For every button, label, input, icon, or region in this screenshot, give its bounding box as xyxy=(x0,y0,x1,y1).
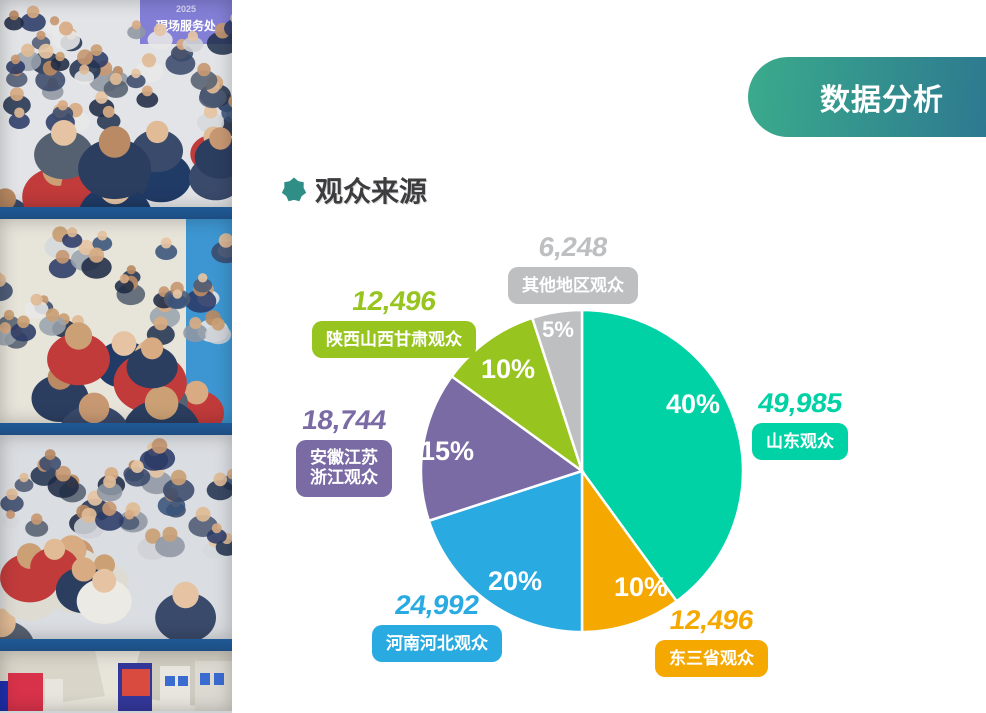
svg-text:10%: 10% xyxy=(614,572,668,602)
svg-text:40%: 40% xyxy=(666,389,720,419)
svg-text:10%: 10% xyxy=(481,354,535,384)
svg-text:15%: 15% xyxy=(420,436,474,466)
svg-text:2025: 2025 xyxy=(176,4,196,14)
svg-text:5%: 5% xyxy=(542,317,574,342)
